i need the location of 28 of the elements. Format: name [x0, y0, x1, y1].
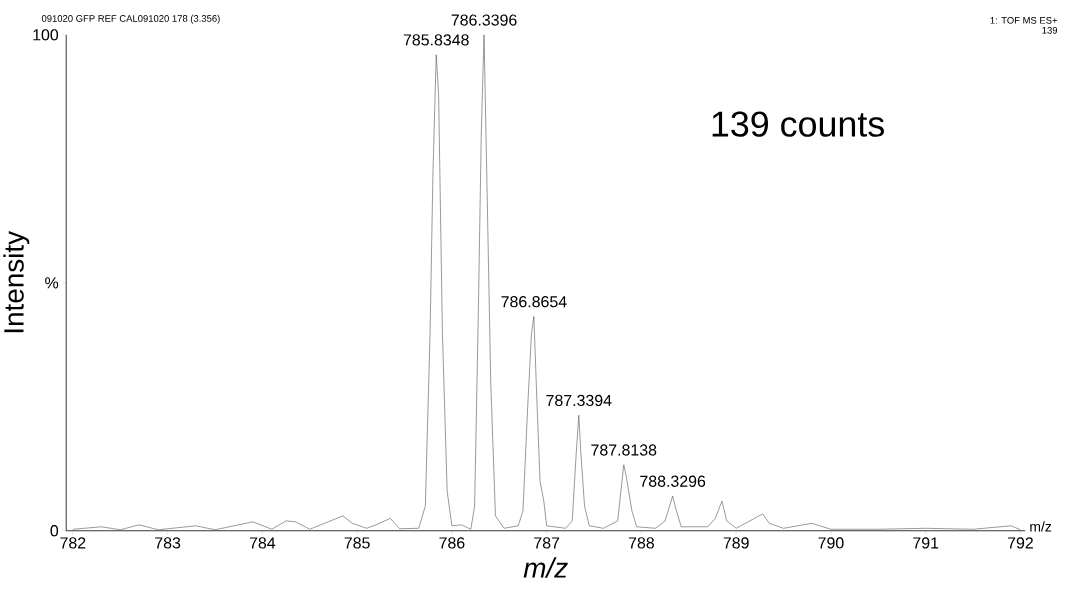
x-axis-title: m/z	[523, 557, 568, 579]
x-tick-label: 785	[344, 537, 370, 549]
annotation: 788.3296	[640, 475, 706, 488]
x-tick-label: 788	[628, 537, 654, 549]
text: m/z	[1030, 521, 1052, 532]
x-tick-label: 787	[534, 537, 560, 549]
x-tick-label: 791	[913, 537, 939, 549]
annotation: 785.8348	[403, 34, 469, 46]
x-tick-label: 786	[439, 537, 465, 549]
annotation: 787.8138	[591, 444, 657, 456]
x-tick-label: 784	[249, 537, 276, 549]
line-series	[72, 34, 1021, 531]
text: 1: TOF MS ES+	[990, 17, 1058, 24]
annotation: 786.3396	[451, 14, 517, 26]
annotation: 787.3394	[546, 395, 612, 407]
annotation: 786.8654	[501, 296, 567, 308]
x-tick-label: 792	[1007, 537, 1033, 549]
y-tick-label: 100	[33, 29, 59, 41]
y-tick-label: %	[45, 277, 59, 289]
y-axis-title: Intensity	[3, 231, 30, 333]
x-tick-label: 783	[155, 537, 181, 549]
chart-title: 091020 GFP REF CAL091020 178 (3.356)	[41, 15, 220, 24]
x-tick-label: 782	[60, 537, 86, 549]
annotation: 139 counts	[712, 111, 884, 138]
text: 139	[1042, 27, 1058, 34]
y-tick-label: 0	[50, 525, 59, 537]
x-tick-label: 789	[723, 537, 749, 549]
x-tick-label: 790	[818, 537, 844, 549]
